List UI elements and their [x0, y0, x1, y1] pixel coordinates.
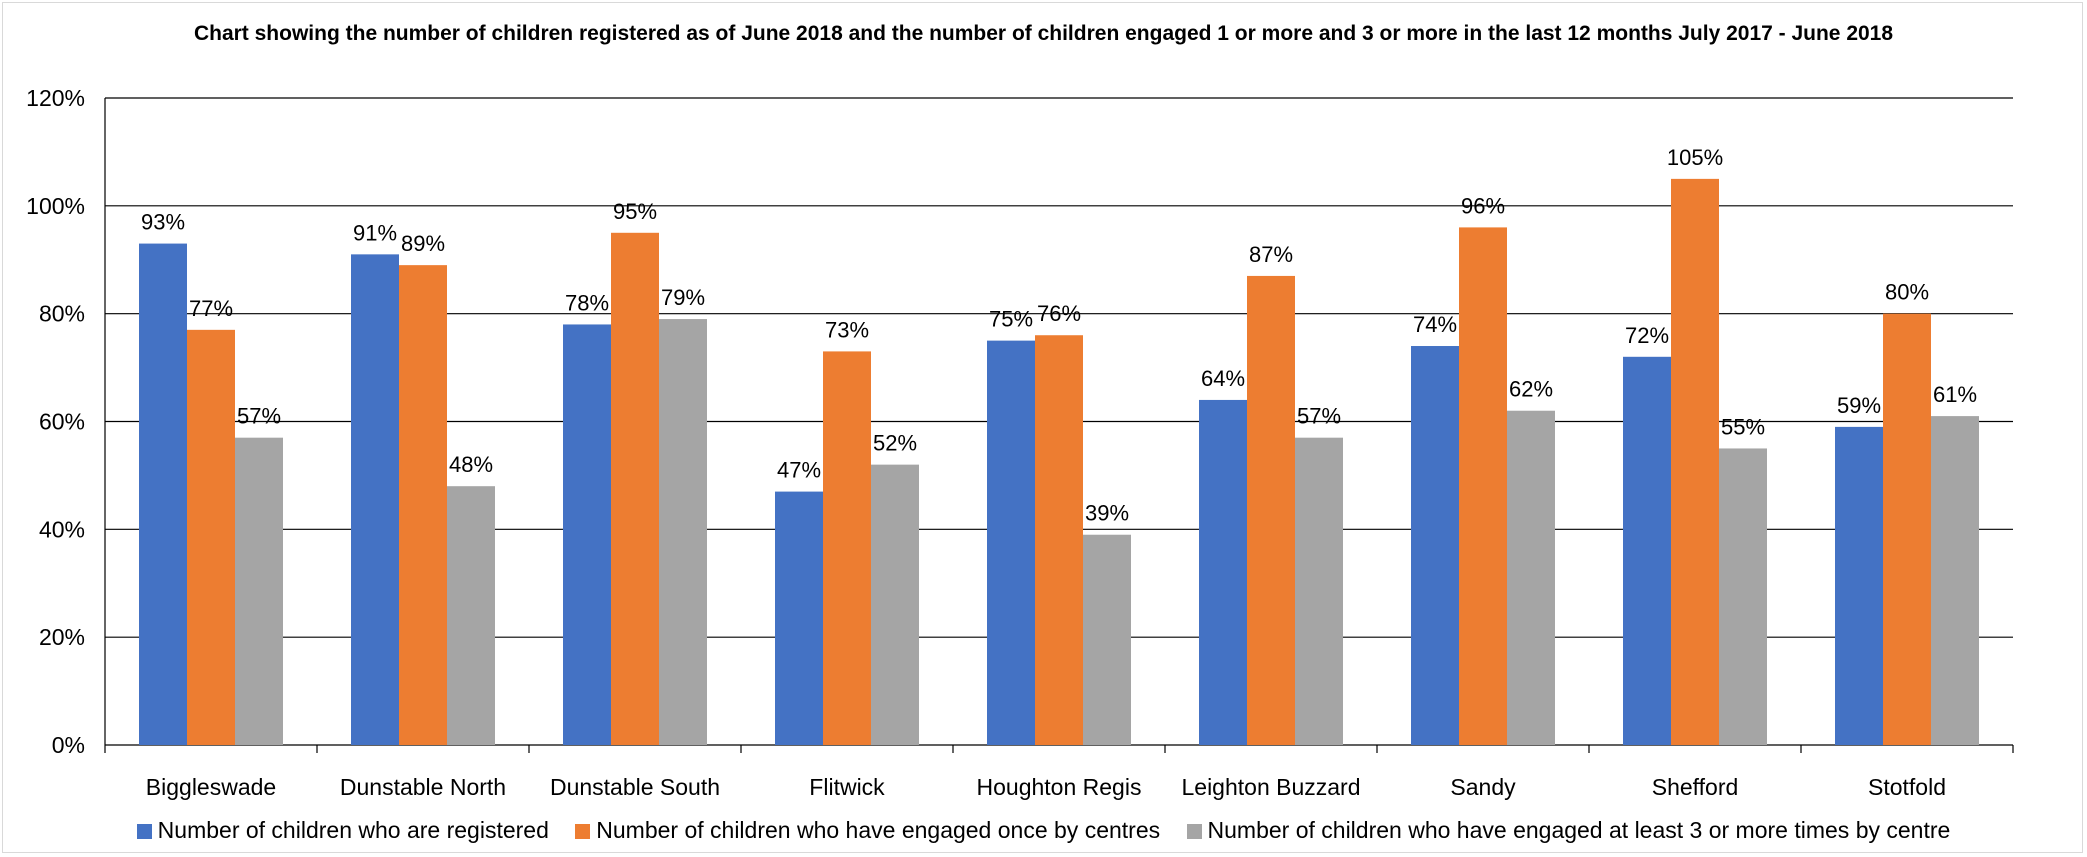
data-label: 87%	[1249, 242, 1293, 267]
x-category-label: Shefford	[1652, 774, 1739, 800]
data-label: 47%	[777, 458, 821, 483]
bar	[235, 437, 283, 745]
x-category-label: Biggleswade	[146, 774, 276, 800]
data-label: 105%	[1667, 145, 1723, 170]
x-category-label: Sandy	[1450, 774, 1516, 800]
data-label: 61%	[1933, 382, 1977, 407]
x-category-label: Houghton Regis	[977, 774, 1142, 800]
data-label: 73%	[825, 317, 869, 342]
data-label: 39%	[1085, 501, 1129, 526]
bar	[823, 351, 871, 745]
bar	[1035, 335, 1083, 745]
data-label: 48%	[449, 452, 493, 477]
data-label: 91%	[353, 220, 397, 245]
x-category-label: Stotfold	[1868, 774, 1946, 800]
legend-item-engaged-three: Number of children who have engaged at l…	[1186, 817, 1951, 844]
y-tick-label: 40%	[39, 516, 85, 542]
data-label: 79%	[661, 285, 705, 310]
legend-label-engaged-three: Number of children who have engaged at l…	[1207, 817, 1951, 843]
bar	[1247, 275, 1295, 745]
x-category-label: Flitwick	[809, 774, 885, 800]
legend-swatch-engaged-once	[575, 824, 591, 839]
legend-swatch-engaged-three	[1186, 824, 1202, 839]
bar	[1931, 416, 1979, 745]
data-label: 80%	[1885, 280, 1929, 305]
bar	[139, 243, 187, 745]
legend-item-registered: Number of children who are registered	[136, 817, 549, 844]
data-label: 74%	[1413, 312, 1457, 337]
y-tick-label: 0%	[52, 732, 85, 758]
data-label: 57%	[237, 404, 281, 429]
bar	[1507, 410, 1555, 745]
bar	[351, 254, 399, 745]
bar	[1411, 346, 1459, 745]
data-label: 75%	[989, 307, 1033, 332]
data-label: 93%	[141, 210, 185, 235]
x-category-label: Dunstable North	[340, 774, 506, 800]
bar	[659, 319, 707, 745]
bar	[1083, 534, 1131, 745]
bar	[1199, 399, 1247, 745]
data-label: 59%	[1837, 393, 1881, 418]
data-label: 96%	[1461, 193, 1505, 218]
data-label: 95%	[613, 199, 657, 224]
legend-label-registered: Number of children who are registered	[157, 817, 549, 843]
y-tick-label: 100%	[26, 193, 85, 219]
bar	[1835, 426, 1883, 745]
legend-label-engaged-once: Number of children who have engaged once…	[596, 817, 1161, 843]
bar	[1623, 356, 1671, 745]
bar	[871, 464, 919, 745]
data-label: 78%	[565, 290, 609, 315]
bar	[1883, 313, 1931, 745]
data-label: 89%	[401, 231, 445, 256]
data-label: 64%	[1201, 366, 1245, 391]
bar	[563, 324, 611, 745]
bar	[187, 329, 235, 745]
y-tick-label: 20%	[39, 624, 85, 650]
legend: Number of children who are registered Nu…	[0, 817, 2087, 844]
bar	[1719, 448, 1767, 745]
x-category-label: Leighton Buzzard	[1181, 774, 1360, 800]
bar	[399, 265, 447, 745]
data-label: 62%	[1509, 377, 1553, 402]
data-label: 55%	[1721, 414, 1765, 439]
y-tick-label: 60%	[39, 409, 85, 435]
bar	[775, 491, 823, 745]
data-label: 57%	[1297, 404, 1341, 429]
legend-swatch-registered	[136, 824, 152, 839]
y-tick-label: 120%	[26, 85, 85, 111]
x-category-label: Dunstable South	[550, 774, 720, 800]
bar	[611, 232, 659, 745]
legend-item-engaged-once: Number of children who have engaged once…	[575, 817, 1160, 844]
data-label: 52%	[873, 431, 917, 456]
data-label: 76%	[1037, 301, 1081, 326]
bar	[447, 486, 495, 745]
data-label: 77%	[189, 296, 233, 321]
y-tick-label: 80%	[39, 301, 85, 327]
bar	[1459, 227, 1507, 745]
chart-title: Chart showing the number of children reg…	[193, 22, 1894, 45]
data-label: 72%	[1625, 323, 1669, 348]
bar	[1295, 437, 1343, 745]
bar	[1671, 178, 1719, 745]
bar	[987, 340, 1035, 745]
